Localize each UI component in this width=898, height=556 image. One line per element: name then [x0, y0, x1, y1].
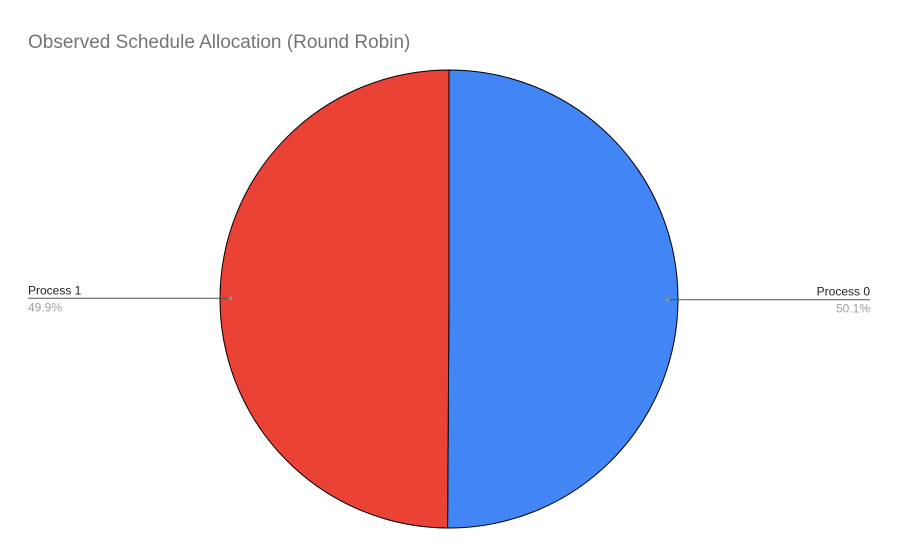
pie-slices: [219, 69, 679, 529]
slice-label-process-1: Process 1: [28, 283, 82, 297]
chart-title: Observed Schedule Allocation (Round Robi…: [28, 32, 410, 53]
slice-process-1: [219, 69, 450, 529]
slice-percent-process-1: 49.9%: [28, 300, 62, 314]
slice-leaders: [28, 296, 870, 302]
slice-percent-process-0: 50.1%: [836, 302, 870, 316]
slice-labels: Process 0 50.1% Process 1 49.9%: [28, 283, 870, 315]
slice-process-0: [447, 69, 679, 529]
slice-label-process-0: Process 0: [817, 285, 871, 299]
